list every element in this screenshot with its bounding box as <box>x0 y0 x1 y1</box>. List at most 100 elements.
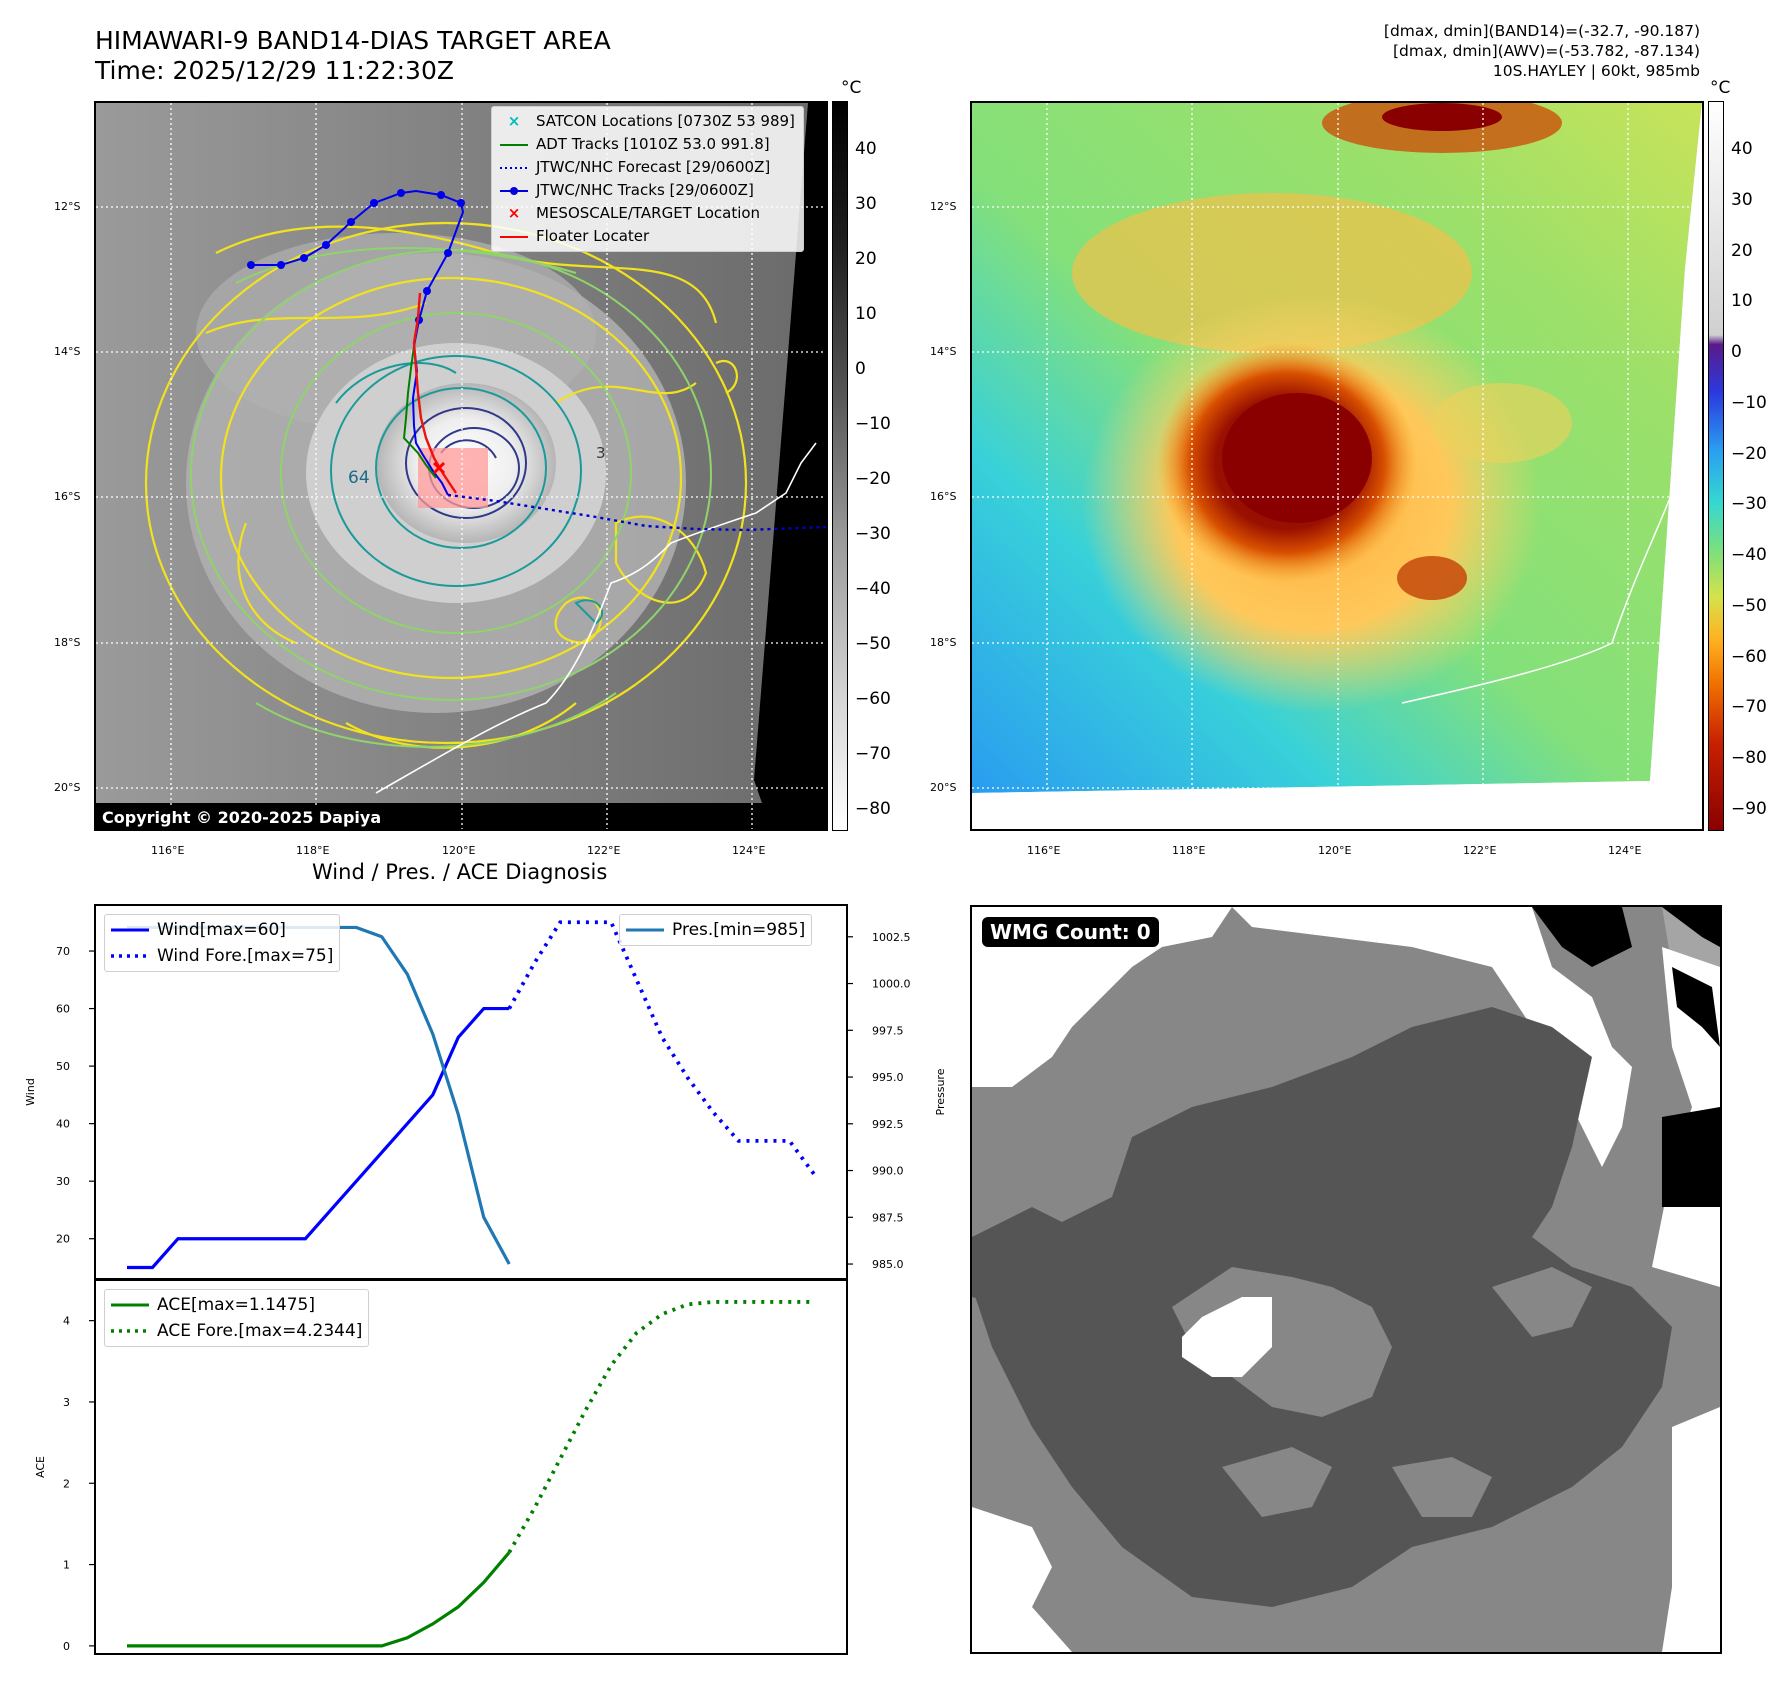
pressure-y-tick-label: 1002.5 <box>872 931 911 944</box>
ace-forecast-line <box>507 1300 815 1554</box>
awv-colorbar-tick: 40 <box>1731 139 1753 159</box>
pressure-legend: Pres.[min=985] <box>619 914 813 946</box>
awv-colorbar-tick: 30 <box>1731 189 1753 210</box>
ace-ylabel: ACE <box>34 1456 47 1478</box>
pres-line-icon <box>626 928 664 932</box>
adt-track-line <box>402 345 437 479</box>
awv-map-lon-label: 120°E <box>1318 844 1352 857</box>
adt-line-icon <box>500 143 528 146</box>
target-location-marker <box>432 461 446 475</box>
ace-y-tick-label: 4 <box>63 1315 70 1328</box>
pressure-y-tick-label: 990.0 <box>872 1165 904 1178</box>
copyright-label: Copyright © 2020-2025 Dapiya <box>96 806 388 829</box>
floater-line-icon <box>500 235 528 238</box>
pressure-line <box>127 925 511 1265</box>
ace-line-icon <box>111 1303 149 1307</box>
wind-legend: Wind[max=60] Wind Fore.[max=75] <box>104 914 341 972</box>
legend-adt: ADT Tracks [1010Z 53.0 991.8] <box>500 133 795 156</box>
pressure-y-tick-label: 985.0 <box>872 1258 904 1271</box>
ir-map-lon-label: 118°E <box>296 844 330 857</box>
ir-colorbar-tick: −30 <box>855 524 891 544</box>
figure-time: Time: 2025/12/29 11:22:30Z <box>95 56 454 85</box>
pressure-y-tick-label: 987.5 <box>872 1211 904 1224</box>
ir-map-lon-label: 116°E <box>151 844 185 857</box>
wmg-image <box>972 907 1720 1652</box>
ir-colorbar <box>832 101 848 831</box>
ir-map-lon-label: 122°E <box>587 844 621 857</box>
ace-y-tick-label: 0 <box>63 1640 70 1653</box>
wmg-count-badge: WMG Count: 0 <box>982 917 1159 947</box>
awv-colorbar-tick: −30 <box>1731 494 1767 515</box>
legend-adt-label: ADT Tracks [1010Z 53.0 991.8] <box>536 135 770 153</box>
awv-colorbar-tick: −90 <box>1731 799 1767 819</box>
legend-ace: ACE[max=1.1475] <box>111 1292 362 1318</box>
legend-forecast-label: JTWC/NHC Forecast [29/0600Z] <box>536 158 771 176</box>
legend-target: × MESOSCALE/TARGET Location <box>500 202 795 225</box>
ir-map-lat-label: 16°S <box>54 490 81 503</box>
legend-tracks: JTWC/NHC Tracks [29/0600Z] <box>500 179 795 202</box>
ace-y-tick-label: 1 <box>63 1559 70 1572</box>
ir-colorbar-unit: °C <box>841 78 862 98</box>
wind-y-tick-label: 40 <box>56 1118 70 1131</box>
ir-map-lat-label: 18°S <box>54 636 81 649</box>
awv-map-lon-label: 116°E <box>1027 844 1061 857</box>
wind-fore-line-icon <box>111 954 149 958</box>
awv-map-lat-label: 12°S <box>930 200 957 213</box>
wind-y-tick-label: 50 <box>56 1060 70 1073</box>
legend-satcon-label: SATCON Locations [0730Z 53 989] <box>536 112 795 130</box>
info-awv-range: [dmax, dmin](AWV)=(-53.782, -87.134) <box>1393 42 1700 60</box>
wind-ylabel: Wind <box>24 1078 37 1106</box>
ace-fore-line-icon <box>111 1329 149 1333</box>
ir-colorbar-tick: −70 <box>855 744 891 764</box>
contour-label-3: 3 <box>596 444 606 462</box>
legend-ace-fore-label: ACE Fore.[max=4.2344] <box>157 1320 363 1341</box>
ir-map-lon-label: 124°E <box>732 844 766 857</box>
ace-observed-line <box>127 1551 511 1648</box>
ir-map-legend: × SATCON Locations [0730Z 53 989] ADT Tr… <box>491 106 804 252</box>
legend-wind-label: Wind[max=60] <box>157 919 286 940</box>
awv-colorbar-tick: 0 <box>1731 342 1742 363</box>
ir-map-lat-label: 14°S <box>54 345 81 358</box>
awv-map-panel <box>970 101 1704 831</box>
awv-map-lon-label: 124°E <box>1608 844 1642 857</box>
ir-map-lat-label: 20°S <box>54 781 81 794</box>
target-marker-icon: × <box>507 204 521 222</box>
ir-colorbar-tick: −50 <box>855 634 891 654</box>
pressure-y-tick-label: 995.0 <box>872 1071 904 1084</box>
awv-colorbar <box>1708 101 1724 831</box>
ir-colorbar-tick: −60 <box>855 689 891 709</box>
ir-map-lat-label: 12°S <box>54 200 81 213</box>
legend-target-label: MESOSCALE/TARGET Location <box>536 204 761 222</box>
jtwc-track-points <box>247 189 465 324</box>
info-storm-name: 10S.HAYLEY | 60kt, 985mb <box>1492 62 1700 80</box>
awv-colorbar-tick: −70 <box>1731 697 1767 718</box>
ir-colorbar-tick: −80 <box>855 799 891 819</box>
ace-y-tick-label: 2 <box>63 1477 70 1490</box>
awv-colorbar-tick: −10 <box>1731 392 1767 413</box>
awv-colorbar-tick: −50 <box>1731 595 1767 616</box>
ir-colorbar-tick: 10 <box>855 304 877 324</box>
wind-plot: 20 30 40 50 60 70 <box>56 920 817 1270</box>
legend-pres: Pres.[min=985] <box>626 917 805 943</box>
ace-axes-frame <box>94 1279 848 1655</box>
ir-colorbar-tick: 40 <box>855 139 877 159</box>
ace-legend: ACE[max=1.1475] ACE Fore.[max=4.2344] <box>104 1289 370 1347</box>
legend-wind-fore: Wind Fore.[max=75] <box>111 943 333 969</box>
info-band14-range: [dmax, dmin](BAND14)=(-32.7, -90.187) <box>1383 22 1700 40</box>
ace-y-tick-label: 3 <box>63 1396 70 1409</box>
wind-observed-line <box>127 1006 510 1270</box>
pressure-plot: 985.0 987.5 990.0 992.5 995.0 997.5 1000.0 1002… <box>127 925 911 1271</box>
awv-colorbar-tick: −40 <box>1731 545 1767 566</box>
awv-map-lat-label: 20°S <box>930 781 957 794</box>
awv-colorbar-tick: 20 <box>1731 240 1753 261</box>
awv-colorbar-tick: −80 <box>1731 748 1767 769</box>
ir-colorbar-tick: 30 <box>855 194 877 214</box>
legend-ace-fore: ACE Fore.[max=4.2344] <box>111 1318 362 1344</box>
ir-colorbar-tick: −20 <box>855 469 891 489</box>
wind-line-icon <box>111 928 149 932</box>
tracks-line-icon <box>500 186 528 195</box>
awv-map-lon-label: 122°E <box>1463 844 1497 857</box>
legend-pres-label: Pres.[min=985] <box>672 919 806 940</box>
awv-colorbar-tick: −20 <box>1731 443 1767 464</box>
figure-title: HIMAWARI-9 BAND14-DIAS TARGET AREA <box>95 26 611 55</box>
